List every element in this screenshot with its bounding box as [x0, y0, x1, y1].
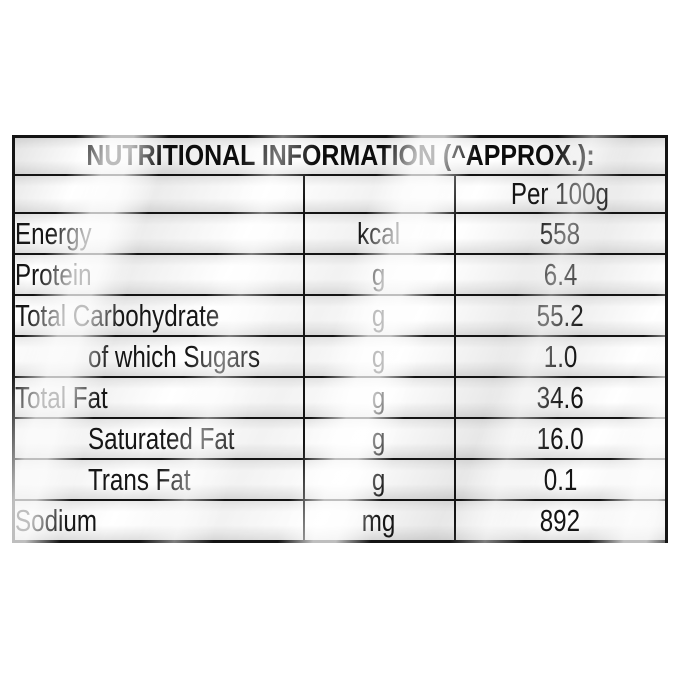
unit-cell: g	[302, 376, 456, 419]
value-cell: 6.4	[453, 253, 668, 296]
nutrient-name-cell: of which Sugars	[12, 335, 305, 378]
nutrient-name-cell: Protein	[12, 253, 305, 296]
value-cell: 558	[453, 212, 668, 255]
table-row: Saturated Fat g 16.0	[12, 417, 668, 460]
unit-cell: g	[302, 335, 456, 378]
table-title: NUTRITIONAL INFORMATION (^APPROX.):	[12, 135, 668, 176]
subheader-blank-label-cell	[12, 174, 305, 214]
table-row: of which Sugars g 1.0	[12, 335, 668, 378]
unit-cell: g	[302, 417, 456, 460]
table-row: Total Carbohydrate g 55.2	[12, 294, 668, 337]
nutrient-name-cell: Total Carbohydrate	[12, 294, 305, 337]
nutrient-name-cell: Total Fat	[12, 376, 305, 419]
nutrition-panel: NUTRITIONAL INFORMATION (^APPROX.): Per …	[12, 135, 668, 543]
nutrient-name-cell: Energy	[12, 212, 305, 255]
nutrition-table-body: Energy kcal 558 Protein g 6.4 Total Carb…	[12, 212, 668, 543]
subheader-per-100g-cell: Per 100g	[453, 174, 668, 214]
nutrition-table: NUTRITIONAL INFORMATION (^APPROX.): Per …	[12, 135, 668, 543]
nutrient-name-cell: Sodium	[12, 499, 305, 543]
table-row: Sodium mg 892	[12, 499, 668, 543]
nutrient-name-cell: Trans Fat	[12, 458, 305, 501]
value-cell: 892	[453, 499, 668, 543]
value-cell: 0.1	[453, 458, 668, 501]
table-row: Total Fat g 34.6	[12, 376, 668, 419]
table-title-text: NUTRITIONAL INFORMATION (^APPROX.):	[85, 139, 595, 172]
value-cell: 16.0	[453, 417, 668, 460]
value-cell: 55.2	[453, 294, 668, 337]
unit-cell: mg	[302, 499, 456, 543]
value-cell: 34.6	[453, 376, 668, 419]
value-cell: 1.0	[453, 335, 668, 378]
unit-cell: g	[302, 294, 456, 337]
nutrient-name-cell: Saturated Fat	[12, 417, 305, 460]
unit-cell: g	[302, 253, 456, 296]
table-row: Trans Fat g 0.1	[12, 458, 668, 501]
table-row: Protein g 6.4	[12, 253, 668, 296]
table-row: Energy kcal 558	[12, 212, 668, 255]
per-100g-label: Per 100g	[511, 176, 610, 211]
unit-cell: g	[302, 458, 456, 501]
unit-cell: kcal	[302, 212, 456, 255]
table-title-row: NUTRITIONAL INFORMATION (^APPROX.):	[12, 135, 668, 176]
table-subheader-row: Per 100g	[12, 174, 668, 214]
subheader-blank-unit-cell	[302, 174, 456, 214]
